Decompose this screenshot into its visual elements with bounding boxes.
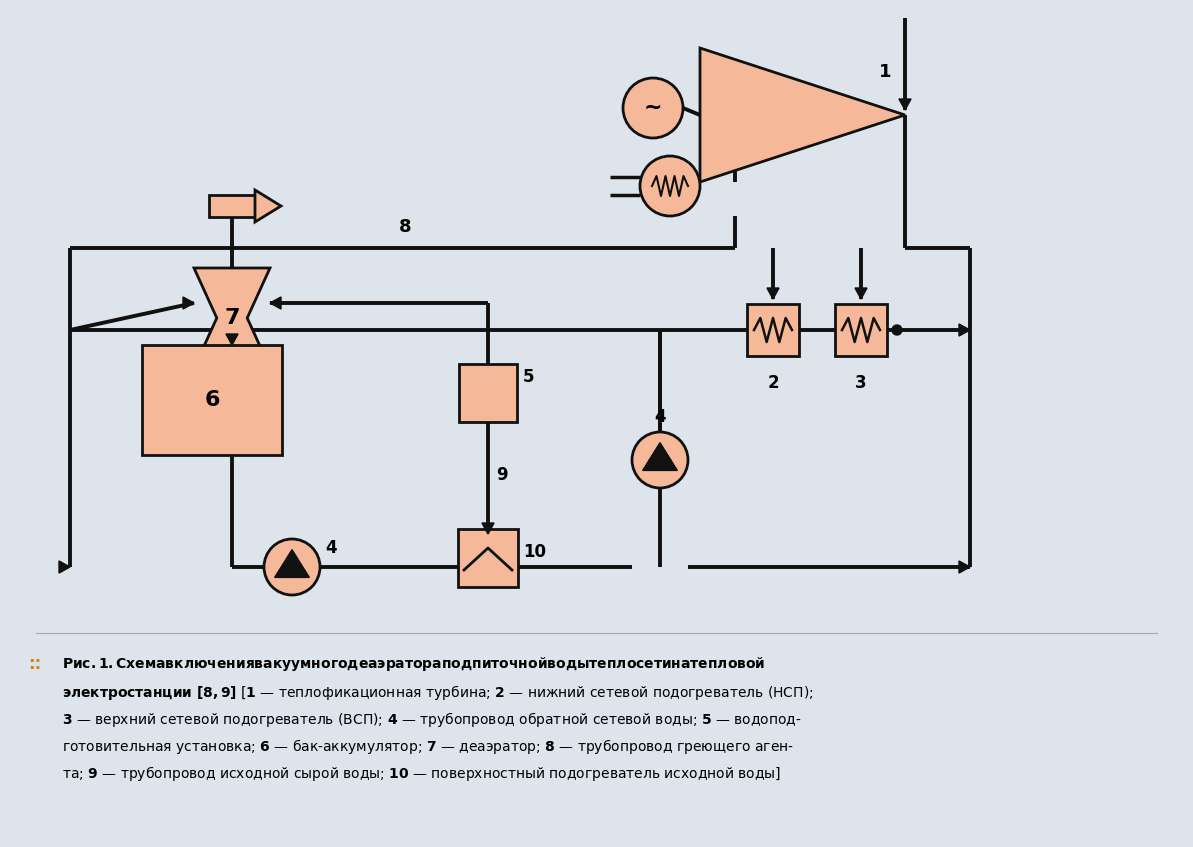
Text: $\bf{Рис. 1. Схема включения вакуумного деаэратора подпиточной воды теплосети на: $\bf{Рис. 1. Схема включения вакуумного … <box>62 655 766 673</box>
Text: 4: 4 <box>654 408 666 426</box>
Bar <box>209 195 255 217</box>
Polygon shape <box>959 561 970 573</box>
Bar <box>458 529 518 587</box>
Bar <box>459 364 517 422</box>
Text: 5: 5 <box>523 368 534 386</box>
Text: 8: 8 <box>398 218 412 236</box>
Polygon shape <box>482 523 494 534</box>
Text: ::: :: <box>27 655 42 673</box>
Circle shape <box>892 325 902 335</box>
Bar <box>142 345 282 455</box>
Text: 4: 4 <box>324 539 336 557</box>
Polygon shape <box>959 324 970 336</box>
Text: 6: 6 <box>204 390 220 410</box>
Text: 7: 7 <box>224 308 240 328</box>
Polygon shape <box>194 268 270 368</box>
Circle shape <box>623 78 684 138</box>
Text: 3: 3 <box>855 374 867 392</box>
Polygon shape <box>255 190 282 222</box>
Text: 1: 1 <box>879 63 891 81</box>
Polygon shape <box>900 99 911 110</box>
Text: ~: ~ <box>644 98 662 118</box>
Polygon shape <box>183 297 194 309</box>
Polygon shape <box>270 297 282 309</box>
Polygon shape <box>855 288 867 299</box>
Circle shape <box>639 156 700 216</box>
Circle shape <box>264 539 320 595</box>
Polygon shape <box>767 288 779 299</box>
Text: 9: 9 <box>496 466 508 484</box>
Text: 10: 10 <box>523 543 546 561</box>
Text: $\bf{3}$ — верхний сетевой подогреватель (ВСП); $\bf{4}$ — трубопровод обратной : $\bf{3}$ — верхний сетевой подогреватель… <box>62 710 802 729</box>
Polygon shape <box>274 550 309 578</box>
Text: 2: 2 <box>767 374 779 392</box>
Bar <box>747 304 799 356</box>
Polygon shape <box>225 334 239 345</box>
Text: та; $\bf{9}$ — трубопровод исходной сырой воды; $\bf{10}$ — поверхностный подогр: та; $\bf{9}$ — трубопровод исходной сыро… <box>62 764 781 783</box>
Bar <box>835 304 888 356</box>
Circle shape <box>632 432 688 488</box>
Polygon shape <box>700 48 905 182</box>
Text: готовительная установка; $\bf{6}$ — бак-аккумулятор; $\bf{7}$ — деаэратор; $\bf{: готовительная установка; $\bf{6}$ — бак-… <box>62 737 795 756</box>
Polygon shape <box>643 443 678 470</box>
Text: $\bf{электростанции}$ $\bf{[8, 9]}$ [$\bf{1}$ — теплофикационная турбина; $\bf{2: $\bf{электростанции}$ $\bf{[8, 9]}$ [$\b… <box>62 683 814 702</box>
Polygon shape <box>58 561 70 573</box>
Circle shape <box>288 562 297 572</box>
